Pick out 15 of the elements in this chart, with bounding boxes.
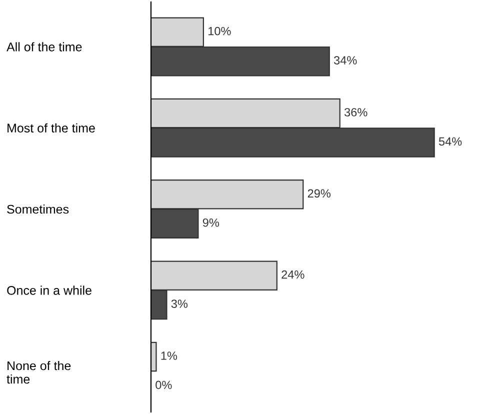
data-label: 54% xyxy=(438,137,462,146)
data-label: 10% xyxy=(208,26,231,36)
y-tick-label: All of the time xyxy=(6,42,82,52)
data-label: 1% xyxy=(161,352,178,360)
data-label: 29% xyxy=(308,189,331,198)
y-tick-label: None of the time xyxy=(6,360,71,384)
data-label: 24% xyxy=(282,270,304,279)
data-label: 3% xyxy=(171,300,188,308)
y-tick-label: Sometimes xyxy=(7,204,69,214)
data-label: 34% xyxy=(334,56,357,64)
data-label: 0% xyxy=(156,380,172,390)
data-label: 9% xyxy=(202,218,220,227)
y-tick-label: Once in a while xyxy=(7,286,92,295)
data-label: 36% xyxy=(344,108,368,116)
y-tick-label: Most of the time xyxy=(8,123,95,133)
